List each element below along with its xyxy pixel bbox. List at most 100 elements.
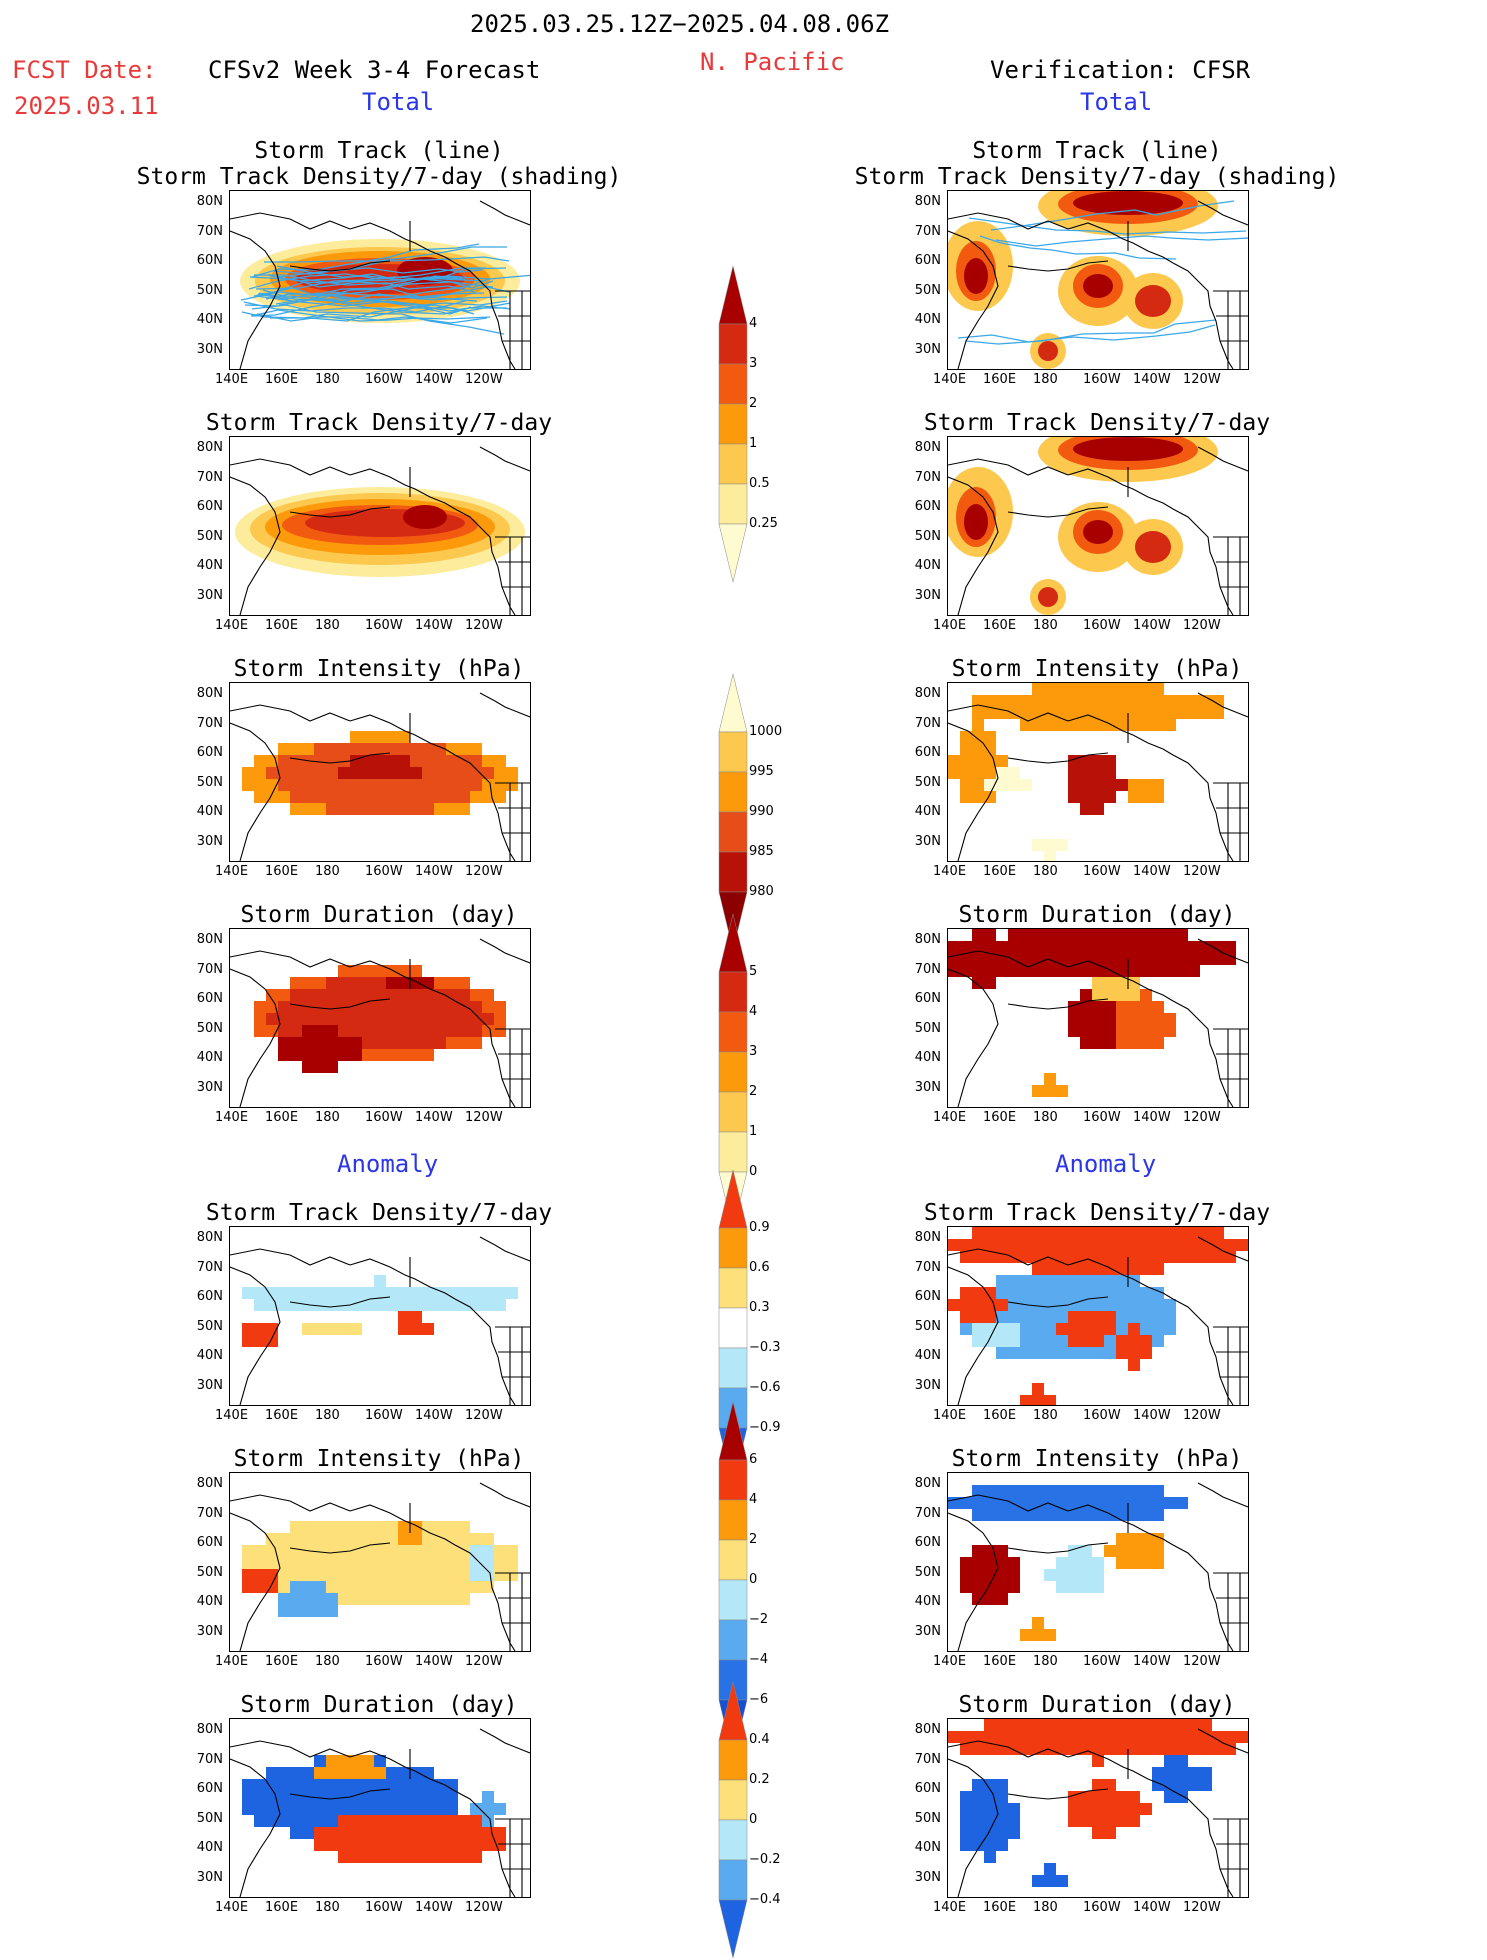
grid-cell: [1092, 803, 1104, 815]
grid-cell: [972, 1791, 984, 1803]
grid-cell: [1152, 1013, 1164, 1025]
grid-cell: [302, 1049, 314, 1061]
coastline: [480, 939, 530, 963]
grid-cell: [290, 1815, 302, 1827]
grid-cell: [1116, 953, 1128, 965]
grid-cell: [1152, 1263, 1164, 1275]
grid-cell: [1092, 1275, 1104, 1287]
colorbar-segment: [719, 1740, 747, 1780]
colorbar-label: 980: [749, 884, 774, 899]
lat-tick-label: 70N: [907, 1752, 941, 1767]
grid-cell: [1092, 941, 1104, 953]
grid-cell: [1140, 1533, 1152, 1545]
grid-cell: [984, 695, 996, 707]
grid-cell: [1020, 965, 1032, 977]
colorbar-segment: [719, 1228, 747, 1268]
grid-cell: [1092, 791, 1104, 803]
colorbar-label: −0.2: [749, 1852, 781, 1867]
lat-tick-label: 60N: [907, 1535, 941, 1550]
grid-cell: [972, 1299, 984, 1311]
grid-cell: [398, 755, 410, 767]
grid-cell: [374, 1581, 386, 1593]
grid-cell: [290, 1605, 302, 1617]
grid-cell: [386, 731, 398, 743]
grid-cell: [386, 977, 398, 989]
grid-cell: [446, 755, 458, 767]
lon-tick-label: 160E: [265, 618, 298, 633]
grid-cell: [1080, 791, 1092, 803]
lat-tick-label: 60N: [189, 1289, 223, 1304]
grid-cell: [1140, 1013, 1152, 1025]
lon-tick-label: 160E: [983, 864, 1016, 879]
lat-tick-label: 60N: [189, 991, 223, 1006]
grid-cell: [410, 1779, 422, 1791]
grid-cell: [410, 779, 422, 791]
grid-cell: [410, 1049, 422, 1061]
grid-cell: [1116, 1557, 1128, 1569]
colorbar-segment: [719, 1900, 747, 1958]
grid-cell: [254, 1323, 266, 1335]
grid-cell: [960, 1287, 972, 1299]
grid-cell: [350, 1323, 362, 1335]
grid-cell: [350, 1013, 362, 1025]
grid-cell: [326, 1779, 338, 1791]
grid-cell: [1032, 1509, 1044, 1521]
grid-cell: [482, 1533, 494, 1545]
grid-cell: [470, 1827, 482, 1839]
grid-cell: [1044, 1629, 1056, 1641]
grid-cell: [458, 1557, 470, 1569]
grid-cell: [302, 791, 314, 803]
grid-cell: [326, 1049, 338, 1061]
colorbar-label: 1000: [749, 724, 782, 739]
grid-cell: [1140, 1287, 1152, 1299]
grid-cell: [1116, 1335, 1128, 1347]
grid-cell: [326, 779, 338, 791]
colorbar-segment: [719, 324, 747, 364]
lon-tick-label: 140W: [415, 1654, 453, 1669]
lon-tick-label: 120W: [465, 1110, 503, 1125]
grid-cell: [374, 1827, 386, 1839]
grid-cell: [386, 1521, 398, 1533]
colorbar-label: −0.6: [749, 1380, 781, 1395]
grid-cell: [1044, 839, 1056, 851]
grid-cell: [1128, 1509, 1140, 1521]
grid-cell: [1152, 1025, 1164, 1037]
right-column-title: Verification: CFSR: [990, 56, 1250, 84]
colorbar-label: −0.9: [749, 1420, 781, 1435]
lon-tick-label: 120W: [465, 1654, 503, 1669]
grid-cell: [1020, 1485, 1032, 1497]
grid-cell: [1116, 1803, 1128, 1815]
grid-cell: [254, 755, 266, 767]
colorbar-label: 4: [749, 316, 757, 331]
grid-cell: [278, 1815, 290, 1827]
grid-cell: [1128, 779, 1140, 791]
grid-cell: [290, 1533, 302, 1545]
grid-cell: [494, 1803, 506, 1815]
grid-cell: [1068, 1275, 1080, 1287]
grid-cell: [996, 1509, 1008, 1521]
grid-cell: [494, 1839, 506, 1851]
grid-cell: [1140, 1251, 1152, 1263]
colorbar-segment: [719, 1348, 747, 1388]
grid-cell: [1164, 1731, 1176, 1743]
grid-cell: [398, 743, 410, 755]
grid-cell: [410, 791, 422, 803]
grid-cell: [1032, 965, 1044, 977]
map-panel-forecast: [229, 928, 531, 1108]
grid-cell: [410, 1851, 422, 1863]
grid-cell: [458, 989, 470, 1001]
colorbar-segment: [719, 444, 747, 484]
grid-cell: [470, 1037, 482, 1049]
lon-tick-label: 180: [315, 1900, 340, 1915]
lon-tick-label: 180: [315, 1110, 340, 1125]
grid-cell: [1008, 1251, 1020, 1263]
grid-cell: [254, 1287, 266, 1299]
grid-cell: [1140, 929, 1152, 941]
grid-cell: [350, 767, 362, 779]
grid-cell: [1092, 1239, 1104, 1251]
right-anomaly-label: Anomaly: [1055, 1150, 1156, 1178]
grid-cell: [1152, 953, 1164, 965]
grid-cell: [410, 1839, 422, 1851]
grid-cell: [1044, 1569, 1056, 1581]
grid-cell: [1140, 1239, 1152, 1251]
